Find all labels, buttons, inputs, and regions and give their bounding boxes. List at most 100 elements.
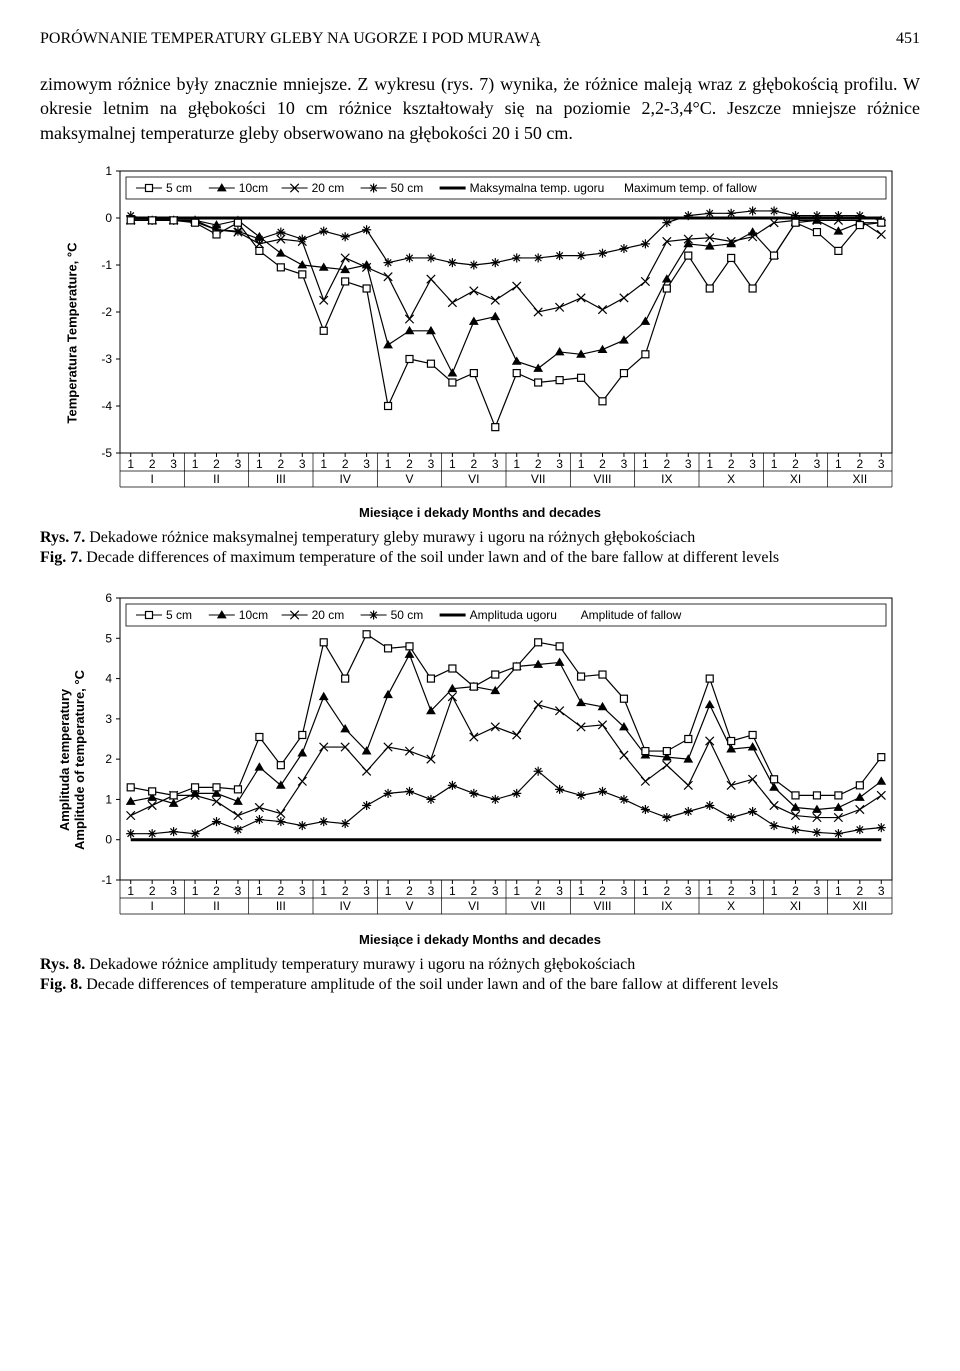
svg-text:Maksymalna temp. ugoru: Maksymalna temp. ugoru [470, 181, 605, 195]
svg-text:II: II [213, 899, 220, 913]
svg-text:1: 1 [449, 457, 456, 471]
svg-text:3: 3 [621, 884, 628, 898]
page-number: 451 [896, 30, 920, 48]
svg-text:3: 3 [556, 457, 563, 471]
svg-text:2: 2 [213, 457, 220, 471]
svg-text:IV: IV [339, 472, 350, 486]
svg-text:1: 1 [578, 457, 585, 471]
svg-text:VI: VI [468, 899, 479, 913]
svg-text:5 cm: 5 cm [166, 181, 192, 195]
svg-text:1: 1 [578, 884, 585, 898]
caption8-rys-text: Dekadowe różnice amplitudy temperatury m… [85, 956, 635, 973]
svg-text:2: 2 [856, 457, 863, 471]
chart7-svg: -5-4-3-2-1015 cm10cm20 cm50 cmMaksymalna… [82, 163, 902, 503]
svg-text:1: 1 [320, 457, 327, 471]
svg-text:5 cm: 5 cm [166, 608, 192, 622]
svg-text:3: 3 [170, 884, 177, 898]
caption-7: Rys. 7. Dekadowe różnice maksymalnej tem… [40, 528, 920, 568]
svg-text:VII: VII [531, 472, 546, 486]
svg-text:3: 3 [814, 884, 821, 898]
svg-text:2: 2 [277, 884, 284, 898]
svg-text:20 cm: 20 cm [312, 608, 345, 622]
svg-text:3: 3 [878, 457, 885, 471]
svg-text:4: 4 [105, 671, 112, 685]
caption8-fig: Fig. 8. [40, 976, 82, 993]
svg-text:2: 2 [470, 457, 477, 471]
caption7-rys: Rys. 7. [40, 529, 85, 546]
svg-text:3: 3 [685, 884, 692, 898]
svg-text:Amplitude of fallow: Amplitude of fallow [581, 608, 682, 622]
svg-text:3: 3 [363, 457, 370, 471]
page-header: PORÓWNANIE TEMPERATURY GLEBY NA UGORZE I… [40, 30, 920, 48]
svg-text:5: 5 [105, 631, 112, 645]
svg-text:1: 1 [513, 457, 520, 471]
svg-text:2: 2 [342, 457, 349, 471]
svg-text:XI: XI [790, 472, 801, 486]
svg-text:1: 1 [256, 884, 263, 898]
svg-text:3: 3 [878, 884, 885, 898]
svg-text:VI: VI [468, 472, 479, 486]
svg-text:1: 1 [192, 457, 199, 471]
svg-text:-1: -1 [101, 873, 112, 887]
caption-8: Rys. 8. Dekadowe różnice amplitudy tempe… [40, 955, 920, 995]
svg-text:2: 2 [535, 457, 542, 471]
svg-text:2: 2 [728, 457, 735, 471]
caption7-rys-text: Dekadowe różnice maksymalnej temperatury… [85, 529, 695, 546]
svg-text:-3: -3 [101, 352, 112, 366]
svg-text:3: 3 [299, 457, 306, 471]
svg-text:2: 2 [342, 884, 349, 898]
svg-text:3: 3 [556, 884, 563, 898]
svg-text:1: 1 [771, 457, 778, 471]
svg-text:X: X [727, 472, 735, 486]
svg-text:III: III [276, 472, 286, 486]
svg-text:-5: -5 [101, 446, 112, 460]
svg-text:1: 1 [320, 884, 327, 898]
caption8-fig-text: Decade differences of temperature amplit… [82, 976, 778, 993]
svg-text:-1: -1 [101, 258, 112, 272]
svg-text:3: 3 [621, 457, 628, 471]
svg-text:I: I [150, 472, 153, 486]
svg-text:3: 3 [170, 457, 177, 471]
svg-text:1: 1 [513, 884, 520, 898]
svg-text:50 cm: 50 cm [391, 608, 424, 622]
svg-text:2: 2 [105, 752, 112, 766]
svg-text:1: 1 [127, 457, 134, 471]
svg-text:2: 2 [149, 884, 156, 898]
svg-text:1: 1 [105, 792, 112, 806]
svg-text:-4: -4 [101, 399, 112, 413]
svg-text:3: 3 [105, 712, 112, 726]
svg-text:2: 2 [728, 884, 735, 898]
svg-text:2: 2 [599, 457, 606, 471]
figure-7: Temperatura Temperature, °C -5-4-3-2-101… [40, 163, 920, 520]
svg-text:3: 3 [363, 884, 370, 898]
svg-text:1: 1 [256, 457, 263, 471]
svg-text:IV: IV [339, 899, 350, 913]
chart8-svg: -101234565 cm10cm20 cm50 cmAmplituda ugo… [82, 590, 902, 930]
svg-text:1: 1 [835, 457, 842, 471]
svg-text:3: 3 [428, 884, 435, 898]
svg-text:VIII: VIII [593, 472, 611, 486]
svg-text:2: 2 [856, 884, 863, 898]
chart8-y-label: Amplituda temperatury Amplitude of tempe… [57, 670, 87, 850]
caption8-rys: Rys. 8. [40, 956, 85, 973]
svg-text:2: 2 [213, 884, 220, 898]
svg-text:3: 3 [749, 457, 756, 471]
svg-text:2: 2 [599, 884, 606, 898]
running-title: PORÓWNANIE TEMPERATURY GLEBY NA UGORZE I… [40, 30, 541, 48]
svg-text:3: 3 [814, 457, 821, 471]
caption7-fig: Fig. 7. [40, 549, 82, 566]
svg-text:6: 6 [105, 591, 112, 605]
svg-text:1: 1 [706, 457, 713, 471]
svg-text:1: 1 [105, 164, 112, 178]
svg-text:2: 2 [663, 457, 670, 471]
svg-text:3: 3 [749, 884, 756, 898]
svg-text:XII: XII [852, 899, 867, 913]
svg-text:1: 1 [706, 884, 713, 898]
svg-text:20 cm: 20 cm [312, 181, 345, 195]
svg-text:V: V [405, 899, 413, 913]
svg-text:III: III [276, 899, 286, 913]
svg-text:2: 2 [406, 457, 413, 471]
body-paragraph: zimowym różnice były znacznie mniejsze. … [40, 72, 920, 145]
svg-text:1: 1 [385, 884, 392, 898]
svg-text:3: 3 [492, 884, 499, 898]
